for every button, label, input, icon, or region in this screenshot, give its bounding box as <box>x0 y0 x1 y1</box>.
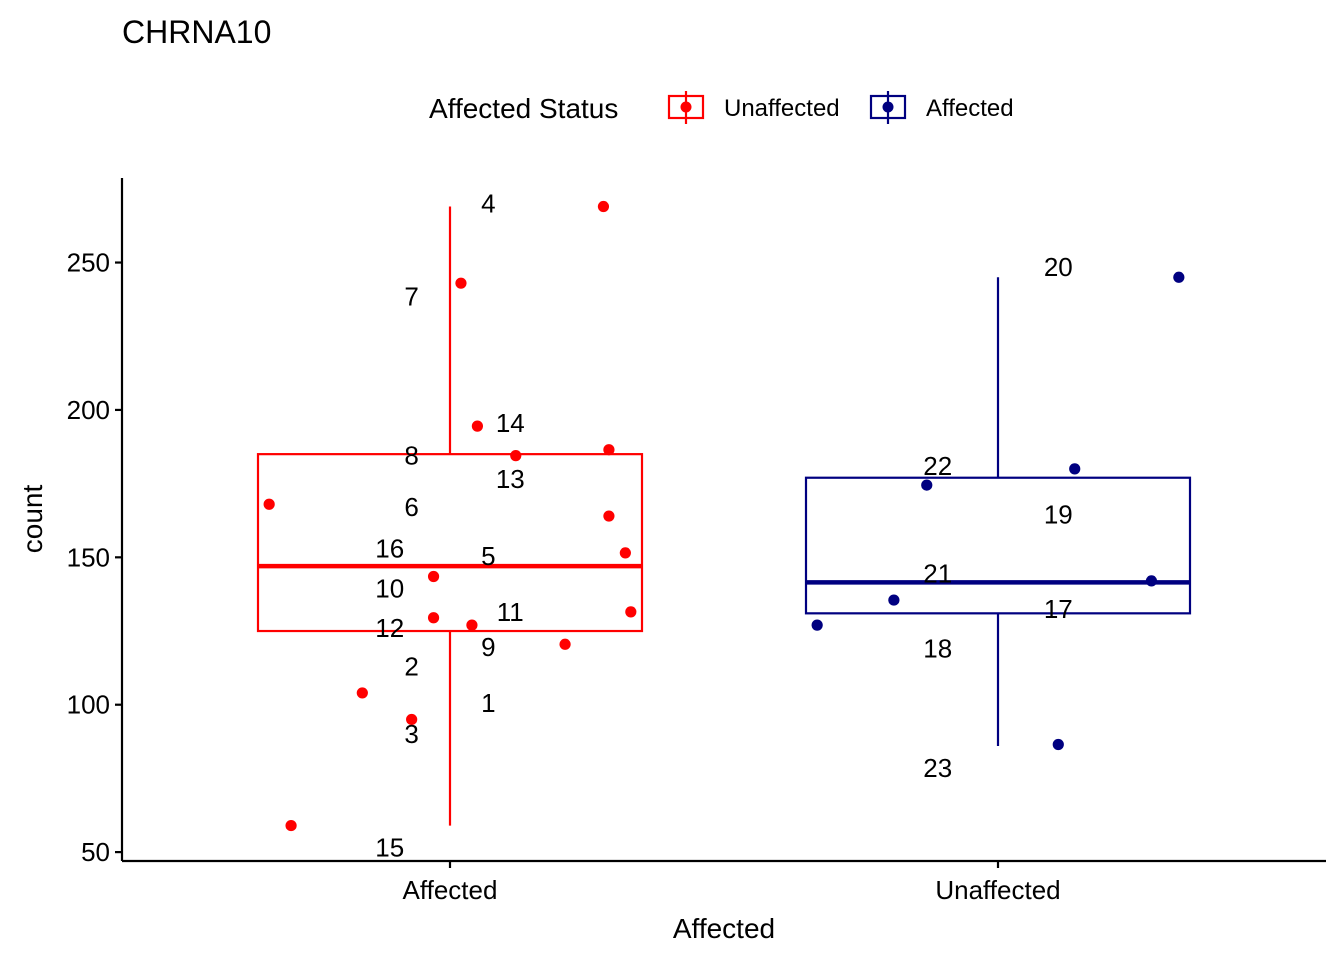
point-label-18: 18 <box>923 634 952 664</box>
data-point-12 <box>427 612 440 624</box>
legend-key-box <box>667 94 705 120</box>
data-point-3 <box>406 713 418 726</box>
data-point-9 <box>466 619 478 631</box>
x-tick-label: Unaffected <box>935 875 1060 905</box>
chart-title: CHRNA10 <box>122 14 271 50</box>
data-point-20 <box>1173 271 1185 283</box>
box-iqr <box>256 453 644 633</box>
data-point-14 <box>471 420 483 432</box>
x-axis-title: Affected <box>673 913 775 944</box>
point-label-23: 23 <box>923 753 952 783</box>
data-point-21 <box>1145 575 1158 587</box>
data-point-5 <box>619 547 631 559</box>
box-iqr <box>804 476 1192 615</box>
data-point-7 <box>455 277 467 289</box>
data-point-16 <box>603 510 615 522</box>
points <box>263 200 1185 832</box>
point-label-15: 15 <box>375 833 404 863</box>
point-label-19: 19 <box>1044 500 1073 530</box>
point-label-13: 13 <box>496 464 525 494</box>
point-label-17: 17 <box>1044 594 1073 624</box>
data-point-15 <box>285 819 297 832</box>
data-point-11 <box>625 606 637 618</box>
data-point-18 <box>811 619 823 631</box>
point-label-3: 3 <box>404 719 418 749</box>
boxes <box>256 206 1192 826</box>
y-tick-label: 100 <box>67 690 110 720</box>
data-point-8 <box>510 450 522 462</box>
y-tick-label: 150 <box>67 542 110 572</box>
point-label-9: 9 <box>481 632 495 662</box>
point-label-5: 5 <box>481 541 495 571</box>
data-point-17 <box>888 594 900 606</box>
point-label-4: 4 <box>481 189 495 219</box>
point-label-2: 2 <box>404 651 418 681</box>
point-label-12: 12 <box>375 613 404 643</box>
data-point-4 <box>597 200 610 213</box>
y-tick-label: 250 <box>67 248 110 278</box>
y-tick-label: 50 <box>81 837 110 867</box>
data-point-13 <box>603 444 615 456</box>
y-tick-label: 200 <box>67 395 110 425</box>
point-label-21: 21 <box>923 559 952 589</box>
point-label-7: 7 <box>404 281 418 311</box>
box-unaffected <box>804 277 1192 746</box>
legend: Affected Status Unaffected Affected <box>429 91 1014 124</box>
data-point-10 <box>427 570 440 583</box>
legend-key-affected <box>869 91 907 124</box>
point-label-11: 11 <box>497 597 524 627</box>
point-label-14: 14 <box>496 408 525 438</box>
axes: 50 100 150 200 250 Affected Unaffected <box>67 178 1326 905</box>
point-label-6: 6 <box>404 492 418 522</box>
data-point-19 <box>921 479 933 491</box>
box-affected <box>256 206 644 826</box>
point-label-22: 22 <box>923 451 952 481</box>
x-tick-label: Affected <box>403 875 498 905</box>
legend-title: Affected Status <box>429 93 618 124</box>
data-point-2 <box>559 638 571 650</box>
y-axis-title: count <box>17 485 48 554</box>
legend-key-box <box>869 94 907 120</box>
data-point-22 <box>1069 463 1081 475</box>
point-label-20: 20 <box>1044 252 1073 282</box>
legend-label-affected: Affected <box>926 95 1014 122</box>
data-point-23 <box>1052 738 1064 751</box>
point-label-16: 16 <box>375 533 404 563</box>
point-label-8: 8 <box>404 441 418 471</box>
legend-key-point <box>882 101 894 113</box>
point-label-10: 10 <box>375 573 404 603</box>
legend-key-unaffected <box>667 91 705 124</box>
data-point-6 <box>263 498 275 510</box>
legend-key-point <box>680 101 692 113</box>
data-point-1 <box>356 687 368 699</box>
legend-label-unaffected: Unaffected <box>724 95 840 122</box>
point-label-1: 1 <box>481 688 495 718</box>
